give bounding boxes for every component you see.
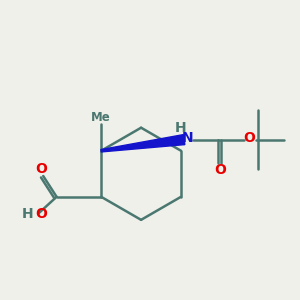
Text: O: O — [35, 207, 47, 221]
Text: O: O — [214, 163, 226, 177]
Text: H: H — [175, 121, 186, 135]
Text: H: H — [22, 207, 33, 221]
Text: Me: Me — [91, 111, 111, 124]
Text: O: O — [35, 163, 47, 176]
Text: N: N — [182, 131, 194, 145]
Polygon shape — [101, 135, 185, 152]
Text: O: O — [244, 131, 256, 146]
